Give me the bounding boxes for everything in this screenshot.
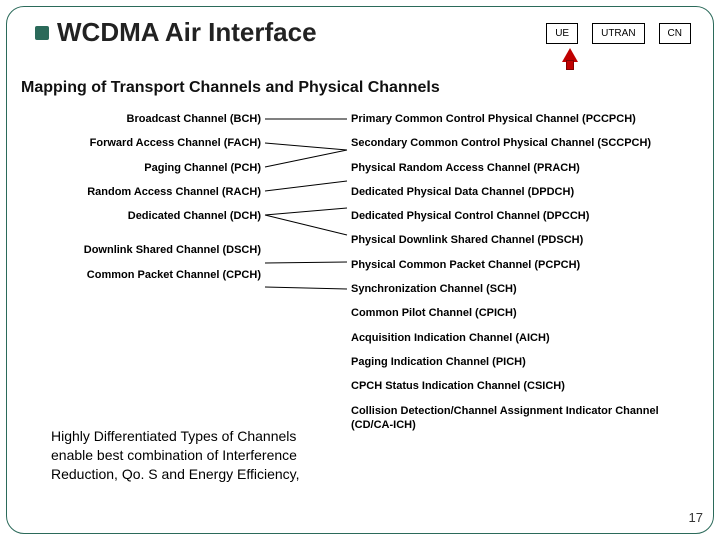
arrow-stem-icon (566, 60, 574, 70)
physical-channel-item: Physical Random Access Channel (PRACH) (351, 156, 691, 180)
physical-channel-item: Dedicated Physical Control Channel (DPCC… (351, 204, 691, 228)
top-boxes: UE UTRAN CN (546, 23, 691, 44)
columns-area: Broadcast Channel (BCH)Forward Access Ch… (21, 107, 699, 519)
page-number: 17 (689, 510, 703, 525)
physical-channel-item: Paging Indication Channel (PICH) (351, 350, 691, 374)
transport-channel-item: Random Access Channel (RACH) (21, 180, 261, 204)
slide-title: WCDMA Air Interface (57, 17, 317, 48)
transport-channel-item: Dedicated Channel (DCH) (21, 204, 261, 228)
physical-channel-item: Primary Common Control Physical Channel … (351, 107, 691, 131)
physical-channel-item: Dedicated Physical Data Channel (DPDCH) (351, 180, 691, 204)
physical-channel-item: Collision Detection/Channel Assignment I… (351, 399, 691, 438)
transport-channel-item: Common Packet Channel (CPCH) (21, 263, 261, 287)
transport-channel-item: Downlink Shared Channel (DSCH) (21, 238, 261, 262)
physical-channel-item: Physical Downlink Shared Channel (PDSCH) (351, 228, 691, 252)
title-row: WCDMA Air Interface (35, 17, 317, 48)
physical-channel-item: Common Pilot Channel (CPICH) (351, 301, 691, 325)
transport-channel-item: Forward Access Channel (FACH) (21, 131, 261, 155)
box-ue: UE (546, 23, 578, 44)
transport-channel-item: Broadcast Channel (BCH) (21, 107, 261, 131)
title-bullet-icon (35, 26, 49, 40)
slide-frame: WCDMA Air Interface UE UTRAN CN Mapping … (6, 6, 714, 534)
footer-note: Highly Differentiated Types of Channels … (51, 427, 311, 484)
physical-channel-item: CPCH Status Indication Channel (CSICH) (351, 374, 691, 398)
slide-subtitle: Mapping of Transport Channels and Physic… (21, 79, 440, 97)
physical-channel-item: Acquisition Indication Channel (AICH) (351, 326, 691, 350)
transport-channel-item: Paging Channel (PCH) (21, 156, 261, 180)
physical-channel-item: Physical Common Packet Channel (PCPCH) (351, 253, 691, 277)
physical-channel-item: Synchronization Channel (SCH) (351, 277, 691, 301)
box-utran: UTRAN (592, 23, 644, 44)
transport-channels-column: Broadcast Channel (BCH)Forward Access Ch… (21, 107, 261, 287)
physical-channels-column: Primary Common Control Physical Channel … (351, 107, 691, 437)
mapping-lines (261, 107, 351, 357)
box-cn: CN (659, 23, 691, 44)
physical-channel-item: Secondary Common Control Physical Channe… (351, 131, 691, 155)
